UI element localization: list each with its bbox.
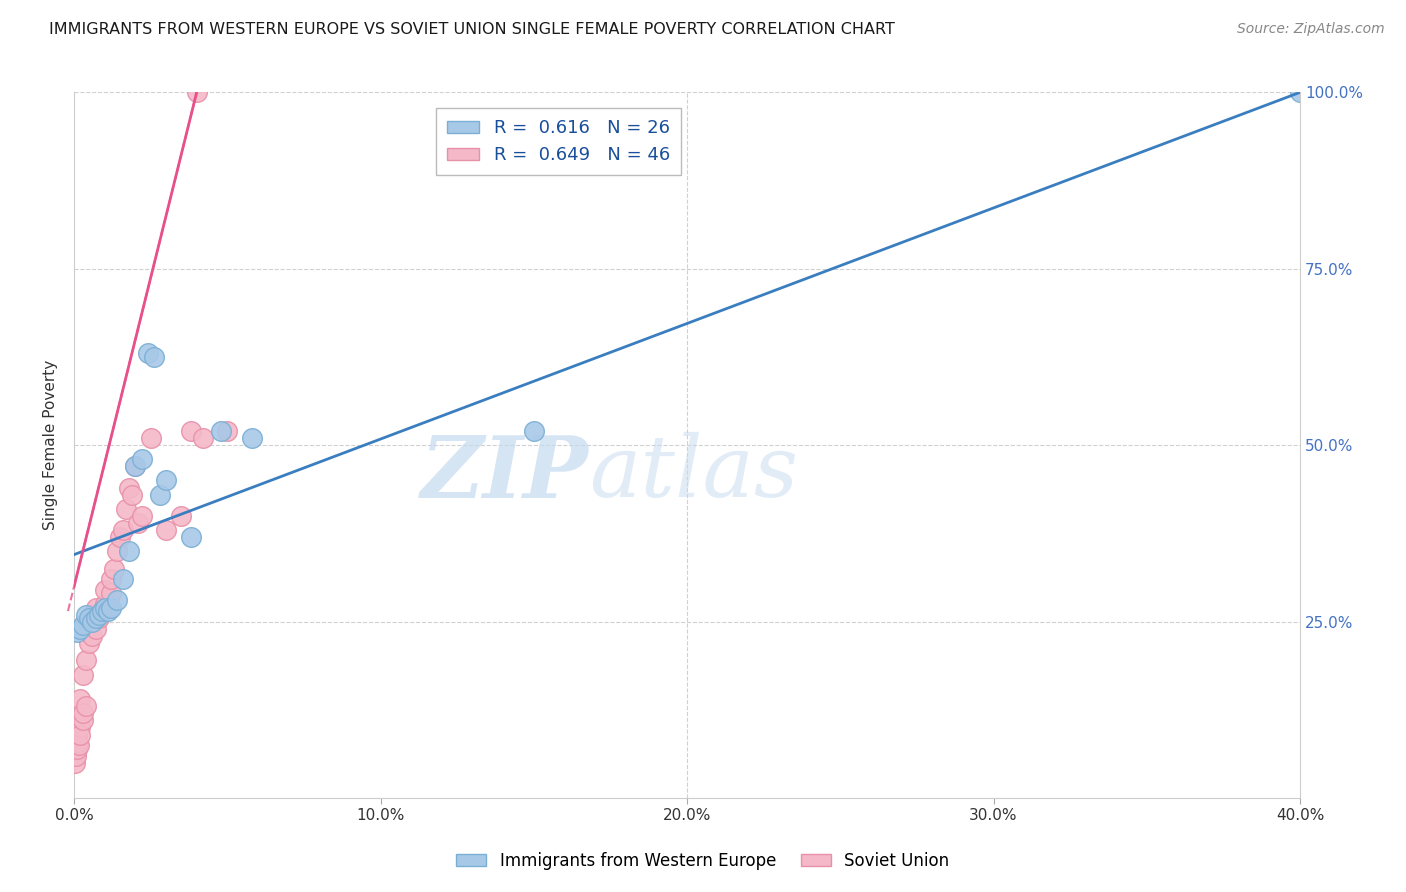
Point (155, 474, 177, 488)
Point (84, 611, 107, 625)
Point (69, 727, 91, 741)
Point (124, 459, 146, 474)
Point (90, 604, 112, 618)
Point (75, 699, 97, 714)
Point (87, 611, 110, 625)
Text: ZIP: ZIP (422, 432, 589, 516)
Point (155, 523, 177, 537)
Point (149, 487, 172, 501)
Point (186, 86, 208, 100)
Point (191, 431, 214, 445)
Text: Source: ZipAtlas.com: Source: ZipAtlas.com (1237, 22, 1385, 37)
Point (67, 738, 90, 752)
Point (72, 706, 94, 721)
Point (105, 593, 128, 607)
Point (72, 714, 94, 728)
Point (124, 459, 146, 474)
Point (121, 487, 143, 501)
Point (66, 734, 89, 748)
Point (79, 615, 101, 629)
Point (127, 516, 149, 530)
Point (82, 607, 104, 622)
Legend: Immigrants from Western Europe, Soviet Union: Immigrants from Western Europe, Soviet U… (450, 846, 956, 877)
Point (65, 734, 87, 748)
Point (79, 636, 101, 650)
Point (523, 424, 546, 438)
Point (97, 600, 120, 615)
Point (131, 452, 153, 467)
Point (90, 604, 112, 618)
Point (131, 508, 153, 523)
Legend: R =  0.616   N = 26, R =  0.649   N = 46: R = 0.616 N = 26, R = 0.649 N = 46 (436, 109, 681, 175)
Point (72, 618, 94, 632)
Point (65, 748, 87, 763)
Point (84, 600, 107, 615)
Point (1289, 86, 1312, 100)
Point (180, 424, 202, 438)
Y-axis label: Single Female Poverty: Single Female Poverty (44, 360, 58, 531)
Point (84, 622, 107, 636)
Point (108, 530, 131, 544)
Point (66, 727, 89, 741)
Point (100, 586, 122, 600)
Point (112, 523, 135, 537)
Point (93, 600, 115, 615)
Point (115, 501, 138, 516)
Point (118, 481, 141, 495)
Point (72, 667, 94, 681)
Point (105, 544, 128, 558)
Text: IMMIGRANTS FROM WESTERN EUROPE VS SOVIET UNION SINGLE FEMALE POVERTY CORRELATION: IMMIGRANTS FROM WESTERN EUROPE VS SOVIET… (49, 22, 896, 37)
Point (103, 562, 125, 576)
Point (79, 611, 101, 625)
Point (69, 692, 91, 706)
Point (100, 572, 122, 586)
Point (209, 424, 232, 438)
Point (118, 544, 141, 558)
Text: atlas: atlas (589, 432, 799, 515)
Point (170, 508, 193, 523)
Point (87, 607, 110, 622)
Point (82, 615, 104, 629)
Point (97, 604, 120, 618)
Point (139, 431, 162, 445)
Point (66, 741, 89, 756)
Point (63, 756, 86, 770)
Point (100, 600, 122, 615)
Point (93, 582, 115, 597)
Point (136, 346, 159, 360)
Point (142, 350, 165, 364)
Point (75, 653, 97, 667)
Point (112, 572, 135, 586)
Point (93, 597, 115, 611)
Point (82, 629, 104, 643)
Point (66, 625, 89, 640)
Point (69, 622, 91, 636)
Point (69, 721, 91, 735)
Point (180, 530, 202, 544)
Point (66, 714, 89, 728)
Point (240, 431, 263, 445)
Point (217, 424, 239, 438)
Point (75, 607, 97, 622)
